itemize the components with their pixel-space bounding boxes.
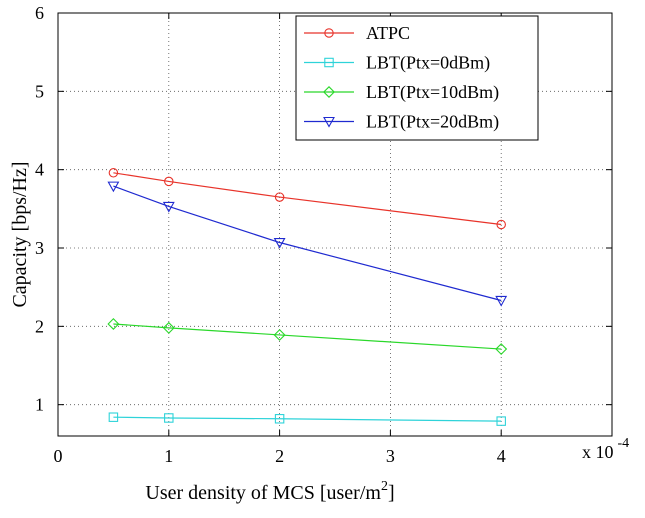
data-point-circle xyxy=(108,168,119,178)
series-line xyxy=(113,416,502,422)
series-line xyxy=(113,323,502,350)
series-1 xyxy=(108,412,506,426)
series-line xyxy=(113,185,502,302)
y-tick-label: 6 xyxy=(35,3,44,23)
data-point-square xyxy=(108,412,119,422)
legend-label: LBT(Ptx=0dBm) xyxy=(366,53,490,74)
y-tick-label: 3 xyxy=(35,238,44,258)
legend-label: LBT(Ptx=10dBm) xyxy=(366,82,499,103)
series-3 xyxy=(107,181,508,307)
legend-entry: LBT(Ptx=20dBm) xyxy=(304,112,499,133)
data-point-square xyxy=(164,413,174,423)
y-tick-label: 4 xyxy=(35,160,44,180)
data-series xyxy=(107,168,508,426)
x-tick-label: 4 xyxy=(497,446,506,466)
y-tick-label: 2 xyxy=(35,316,44,336)
legend-label: LBT(Ptx=20dBm) xyxy=(366,112,499,133)
x-axis-label: User density of MCS [user/m2] xyxy=(145,479,394,504)
y-tick-label: 1 xyxy=(35,395,44,415)
x-axis-multiplier: x 10 -4 xyxy=(582,436,629,462)
legend: ATPC LBT(Ptx=0dBm) LBT(Ptx=10dBm) LBT(Ptx=2… xyxy=(295,15,539,141)
series-line xyxy=(113,172,502,226)
data-point-triangle xyxy=(107,181,120,193)
series-2 xyxy=(107,318,508,356)
legend-entry: LBT(Ptx=10dBm) xyxy=(304,82,499,103)
data-point-circle xyxy=(164,176,174,187)
y-axis-label: Capacity [bps/Hz] xyxy=(9,161,31,307)
data-point-square xyxy=(496,416,506,426)
data-point-square xyxy=(274,414,285,424)
data-point-diamond xyxy=(273,328,286,341)
x-tick-label: 0 xyxy=(54,446,63,466)
data-point-circle xyxy=(274,192,285,202)
data-point-circle xyxy=(496,219,506,230)
data-point-circle xyxy=(324,28,334,38)
data-point-square xyxy=(324,57,334,68)
series-0 xyxy=(108,168,506,230)
data-point-diamond xyxy=(162,321,175,334)
data-point-triangle xyxy=(162,201,175,213)
x-tick-label: 1 xyxy=(164,446,173,466)
legend-label: ATPC xyxy=(366,23,410,43)
data-point-triangle xyxy=(273,237,286,249)
legend-entry: ATPC xyxy=(304,23,410,43)
axis-ticks: 0 1 2 3 4 1 2 3 4 5 6 xyxy=(35,3,612,466)
x-tick-label: 2 xyxy=(275,446,284,466)
data-point-diamond xyxy=(323,86,335,98)
y-tick-label: 5 xyxy=(35,81,44,101)
legend-entry: LBT(Ptx=0dBm) xyxy=(304,53,490,74)
data-point-diamond xyxy=(495,343,508,356)
plot-area-frame xyxy=(57,12,613,437)
data-point-triangle xyxy=(495,295,508,307)
x-tick-label: 3 xyxy=(386,446,395,466)
data-point-triangle xyxy=(323,116,335,128)
data-point-diamond xyxy=(107,318,120,330)
legend-box xyxy=(295,15,539,141)
